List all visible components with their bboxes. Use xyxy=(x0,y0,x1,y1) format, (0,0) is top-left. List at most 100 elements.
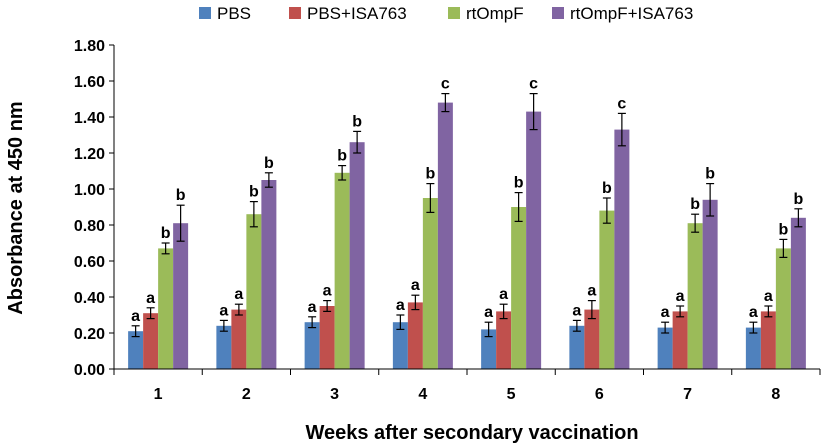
significance-label: b xyxy=(690,196,700,213)
significance-label: c xyxy=(529,76,538,93)
y-axis-title: Absorbance at 450 nm xyxy=(5,101,27,314)
x-tick-label: 6 xyxy=(595,386,604,403)
y-axis-ticks: 0.00 0.20 0.40 0.60 0.80 1.00 1.20 1.40 1.60 1.80 xyxy=(74,38,114,379)
bar xyxy=(392,322,408,369)
significance-label: a xyxy=(308,299,317,316)
x-tick-label: 5 xyxy=(507,386,516,403)
y-tick-label: 1.40 xyxy=(74,110,105,127)
significance-label: b xyxy=(176,187,186,204)
bar xyxy=(569,325,585,369)
bar xyxy=(334,172,350,369)
legend-item-pbs: PBS xyxy=(199,4,251,23)
significance-label: a xyxy=(219,302,228,319)
legend-item-rtompf: rtOmpF xyxy=(448,4,524,23)
y-tick-label: 0.00 xyxy=(74,362,105,379)
y-tick-label: 0.80 xyxy=(74,218,105,235)
y-tick-label: 1.00 xyxy=(74,182,105,199)
legend-swatch-rtompf xyxy=(448,7,460,19)
bar xyxy=(319,306,335,369)
bar xyxy=(790,217,806,369)
bar xyxy=(349,142,365,369)
y-tick-label: 0.60 xyxy=(74,254,105,271)
y-tick-label: 1.80 xyxy=(74,38,105,55)
legend-swatch-pbs-isa763 xyxy=(289,7,301,19)
legend-label-pbs-isa763: PBS+ISA763 xyxy=(307,4,407,23)
x-tick-label: 2 xyxy=(242,386,251,403)
bar xyxy=(599,210,615,369)
significance-label: a xyxy=(396,297,405,314)
bar xyxy=(407,302,423,369)
x-tick-label: 8 xyxy=(771,386,780,403)
bar xyxy=(422,198,438,369)
significance-label: a xyxy=(764,288,773,305)
bar xyxy=(143,313,159,369)
significance-label: c xyxy=(617,95,626,112)
x-tick-label: 4 xyxy=(418,386,427,403)
legend-item-pbs-isa763: PBS+ISA763 xyxy=(289,4,407,23)
significance-label: a xyxy=(323,283,332,300)
bar xyxy=(496,311,512,369)
legend-label-pbs: PBS xyxy=(217,4,251,23)
bar xyxy=(511,207,527,369)
significance-label: a xyxy=(587,283,596,300)
bar xyxy=(614,129,630,369)
bar xyxy=(526,111,542,369)
significance-label: a xyxy=(411,277,420,294)
significance-label: b xyxy=(161,225,171,242)
bar xyxy=(216,325,232,369)
legend-label-rtompf: rtOmpF xyxy=(466,4,524,23)
legend-swatch-pbs xyxy=(199,7,211,19)
significance-label: b xyxy=(793,191,803,208)
bar xyxy=(657,327,673,369)
y-tick-label: 0.40 xyxy=(74,290,105,307)
significance-label: a xyxy=(131,308,140,325)
bar xyxy=(745,327,761,369)
y-tick-label: 0.20 xyxy=(74,326,105,343)
significance-label: a xyxy=(572,302,581,319)
bar xyxy=(672,311,688,369)
x-tick-label: 3 xyxy=(330,386,339,403)
bar xyxy=(687,223,703,369)
significance-label: b xyxy=(705,166,715,183)
significance-label: b xyxy=(602,180,612,197)
bar xyxy=(304,322,320,369)
bar xyxy=(231,309,247,369)
significance-label: b xyxy=(337,148,347,165)
x-tick-label: 1 xyxy=(154,386,163,403)
significance-label: c xyxy=(441,76,450,93)
significance-label: b xyxy=(249,184,259,201)
significance-label: a xyxy=(484,304,493,321)
bar xyxy=(261,180,277,369)
x-axis-ticks: 1 2 3 4 5 6 7 8 xyxy=(113,369,821,403)
significance-label: b xyxy=(264,155,274,172)
significance-label: b xyxy=(514,175,524,192)
bar xyxy=(584,309,600,369)
significance-label: a xyxy=(661,304,670,321)
bar xyxy=(158,248,174,369)
bar xyxy=(481,329,497,369)
significance-label: a xyxy=(499,286,508,303)
bar xyxy=(702,199,718,369)
bar xyxy=(437,102,453,369)
y-tick-label: 1.20 xyxy=(74,146,105,163)
y-tick-label: 1.60 xyxy=(74,74,105,91)
legend-label-rtompf-isa763: rtOmpF+ISA763 xyxy=(570,4,693,23)
significance-label: a xyxy=(676,288,685,305)
bar xyxy=(775,248,791,369)
significance-label: b xyxy=(778,221,788,238)
legend-item-rtompf-isa763: rtOmpF+ISA763 xyxy=(552,4,693,23)
significance-label: a xyxy=(234,286,243,303)
bar xyxy=(246,214,262,369)
bar xyxy=(128,331,144,369)
x-tick-label: 7 xyxy=(683,386,692,403)
bar xyxy=(173,223,189,369)
bar xyxy=(760,311,776,369)
legend: PBS PBS+ISA763 rtOmpF rtOmpF+ISA763 xyxy=(199,4,693,23)
significance-label: a xyxy=(749,304,758,321)
significance-label: b xyxy=(352,113,362,130)
significance-label: a xyxy=(146,290,155,307)
significance-label: b xyxy=(425,166,435,183)
x-axis-title: Weeks after secondary vaccination xyxy=(305,422,638,444)
